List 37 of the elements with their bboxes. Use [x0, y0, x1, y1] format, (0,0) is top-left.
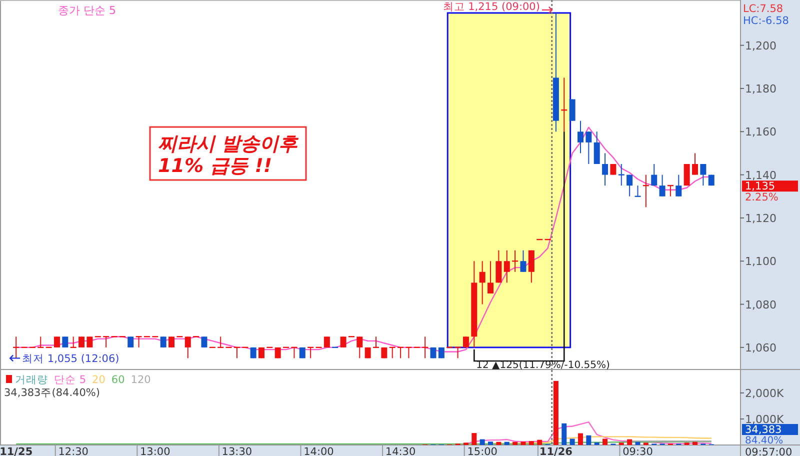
y-tick-label: 1,140: [745, 168, 776, 182]
text: HC:-6.58: [743, 15, 789, 27]
text: LC:7.58: [743, 3, 784, 15]
text: 종가 단순 5: [58, 4, 116, 17]
text: 34,383: [745, 424, 782, 436]
text: 84.40%: [745, 436, 784, 446]
x-tick-label: 14:00: [304, 446, 334, 456]
x-tick-label: 14:30: [385, 446, 416, 456]
y-tick-label: 1,120: [745, 212, 776, 225]
x-tick-label: 13:30: [222, 446, 252, 456]
x-tick-label: 11/25: [0, 446, 33, 456]
y-tick-label: 1,180: [745, 82, 776, 96]
text: 1,135: [745, 180, 776, 193]
text: 60: [111, 374, 125, 386]
legend-label: 거래량: [15, 374, 48, 386]
text: 09:57:00: [745, 446, 792, 456]
y-tick-label: 1,080: [745, 298, 776, 312]
y-tick-label: 1,200: [745, 39, 776, 52]
x-tick-label: 09:30: [622, 446, 653, 456]
text: 단순 5: [54, 374, 86, 386]
y-tick-label: 1,000K: [745, 412, 784, 426]
y-tick-label: 2,000K: [745, 386, 784, 400]
text: 120: [130, 374, 151, 386]
text: 20: [92, 374, 106, 386]
annotation: 최저 1,055 (12:06): [22, 353, 120, 366]
annotation: 12 ▲125(11.79%/-10.55%): [476, 360, 610, 371]
annotation: 최고 1,215 (09:00): [442, 0, 540, 13]
annotation: 찌라시 발송이후 11% 급등 !!: [158, 133, 300, 177]
text: 2.25%: [745, 192, 778, 204]
x-tick-label: 15:00: [467, 446, 498, 456]
y-tick-label: 1,100: [745, 255, 776, 268]
y-tick-label: 1,060: [745, 341, 776, 354]
x-tick-label: 11/26: [539, 446, 572, 456]
annotation: 34,383주(84.40%): [4, 387, 100, 399]
x-tick-label: 13:00: [140, 446, 170, 456]
y-tick-label: 1,160: [745, 126, 776, 139]
x-tick-label: 12:30: [58, 446, 88, 456]
